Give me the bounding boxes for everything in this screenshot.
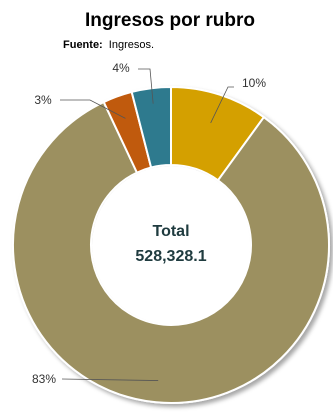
center-label: Total — [152, 223, 189, 240]
data-label-2: 83% — [32, 372, 56, 386]
leader-line-4 — [138, 68, 154, 104]
leader-line-3 — [60, 99, 126, 119]
data-label-1: 10% — [242, 76, 266, 90]
chart-source: Fuente: Ingresos. — [63, 39, 154, 51]
leader-line-2 — [61, 378, 159, 381]
donut-slices — [12, 85, 330, 404]
source-text: Ingresos. — [109, 39, 154, 51]
donut-slice-2 — [12, 100, 330, 404]
chart-title: Ingresos por rubro — [85, 10, 255, 31]
data-label-4: 4% — [112, 61, 130, 75]
source-label: Fuente: — [63, 39, 103, 51]
leader-lines — [60, 68, 234, 381]
data-labels: 10% 83% 3% 4% — [32, 61, 266, 386]
donut-slice-4 — [130, 85, 172, 169]
center-value: 528,328.1 — [135, 248, 206, 265]
donut-hole — [92, 166, 250, 324]
leader-line-1 — [210, 86, 234, 124]
data-label-3: 3% — [34, 93, 52, 107]
